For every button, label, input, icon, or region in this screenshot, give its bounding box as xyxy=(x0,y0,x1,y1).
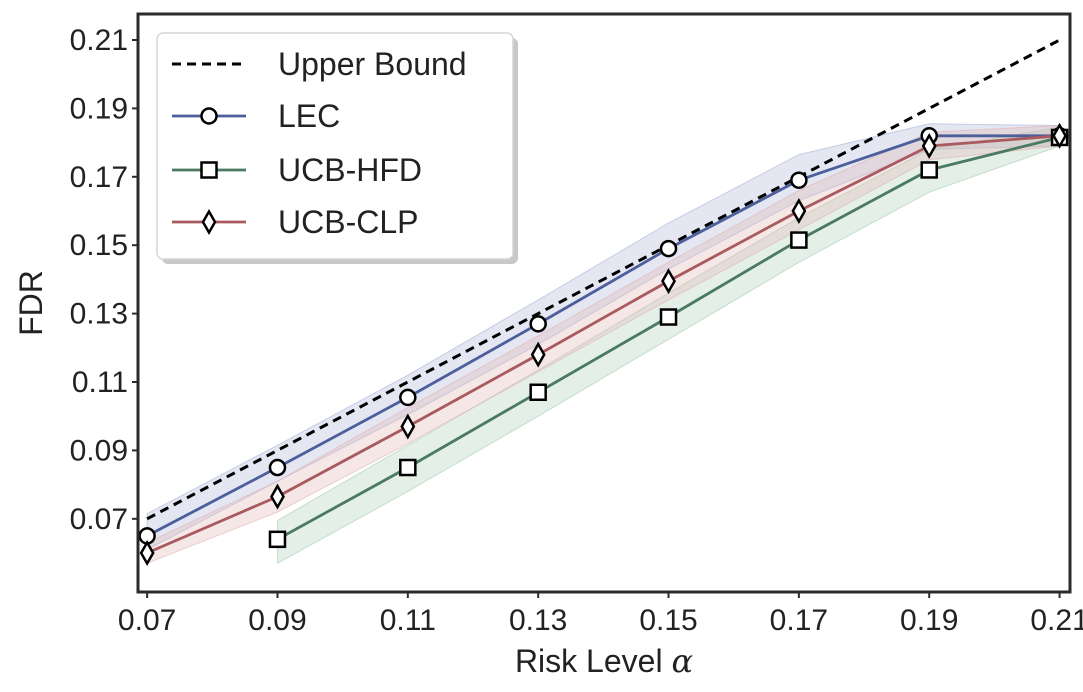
x-axis-label: Risk Level α xyxy=(515,642,693,680)
y-axis-label: FDR xyxy=(13,270,49,336)
point-lec xyxy=(529,315,547,333)
point-lec xyxy=(790,171,808,189)
point-ucb-clp xyxy=(139,539,155,567)
legend-label-upper-bound: Upper Bound xyxy=(278,46,467,82)
point-lec xyxy=(659,239,678,258)
y-tick-label: 0.09 xyxy=(70,434,128,467)
line-ucb-clp xyxy=(146,134,1060,555)
point-ucb-hfd xyxy=(268,530,287,549)
y-tick-label: 0.07 xyxy=(70,503,128,536)
x-tick-label: 0.11 xyxy=(380,604,436,637)
legend-marker-ucb-hfd xyxy=(200,161,218,179)
point-ucb-hfd xyxy=(399,458,417,477)
y-tick-label: 0.17 xyxy=(70,161,128,194)
point-ucb-clp xyxy=(921,132,937,160)
line-upper-bound xyxy=(146,38,1061,521)
point-ucb-hfd xyxy=(529,383,547,402)
point-ucb-clp xyxy=(270,483,285,510)
legend: Upper Bound LEC UCB-HFD UCB-CLP xyxy=(156,32,518,264)
x-tick-label: 0.19 xyxy=(900,604,958,637)
legend-box xyxy=(156,32,514,260)
point-ucb-hfd xyxy=(659,308,678,326)
x-tick-label: 0.07 xyxy=(118,604,176,637)
legend-label-ucb-hfd: UCB-HFD xyxy=(278,152,422,188)
y-tick-label: 0.19 xyxy=(70,92,128,125)
legend-label-lec: LEC xyxy=(278,98,340,134)
legend-marker-ucb-clp xyxy=(201,208,217,236)
series-markers xyxy=(138,122,1069,567)
x-tick-label: 0.17 xyxy=(770,604,828,637)
y-tick-label: 0.11 xyxy=(72,366,128,399)
point-lec xyxy=(268,458,287,477)
point-ucb-hfd xyxy=(920,161,938,179)
point-ucb-hfd xyxy=(790,231,808,249)
legend-label-ucb-clp: UCB-CLP xyxy=(278,204,418,240)
y-tick-label: 0.15 xyxy=(70,229,128,262)
y-tick-label: 0.13 xyxy=(70,298,128,331)
x-axis-ticks: 0.07 0.09 0.11 0.13 0.15 0.17 0.19 0.21 xyxy=(118,592,1083,637)
line-lec xyxy=(146,134,1060,538)
point-ucb-clp xyxy=(661,268,676,295)
x-tick-label: 0.09 xyxy=(248,604,306,637)
point-ucb-clp xyxy=(1052,122,1068,149)
x-tick-label: 0.21 xyxy=(1030,604,1083,637)
y-tick-label: 0.21 xyxy=(70,24,128,57)
y-axis-ticks: 0.07 0.09 0.11 0.13 0.15 0.17 0.19 0.21 xyxy=(70,24,138,536)
plot-frame xyxy=(136,12,1072,594)
point-lec xyxy=(399,388,417,407)
point-ucb-clp xyxy=(530,341,546,368)
legend-marker-lec xyxy=(200,107,218,125)
x-tick-label: 0.13 xyxy=(509,604,567,637)
point-ucb-clp xyxy=(400,413,416,440)
point-ucb-clp xyxy=(791,197,807,225)
x-tick-label: 0.15 xyxy=(639,604,697,637)
